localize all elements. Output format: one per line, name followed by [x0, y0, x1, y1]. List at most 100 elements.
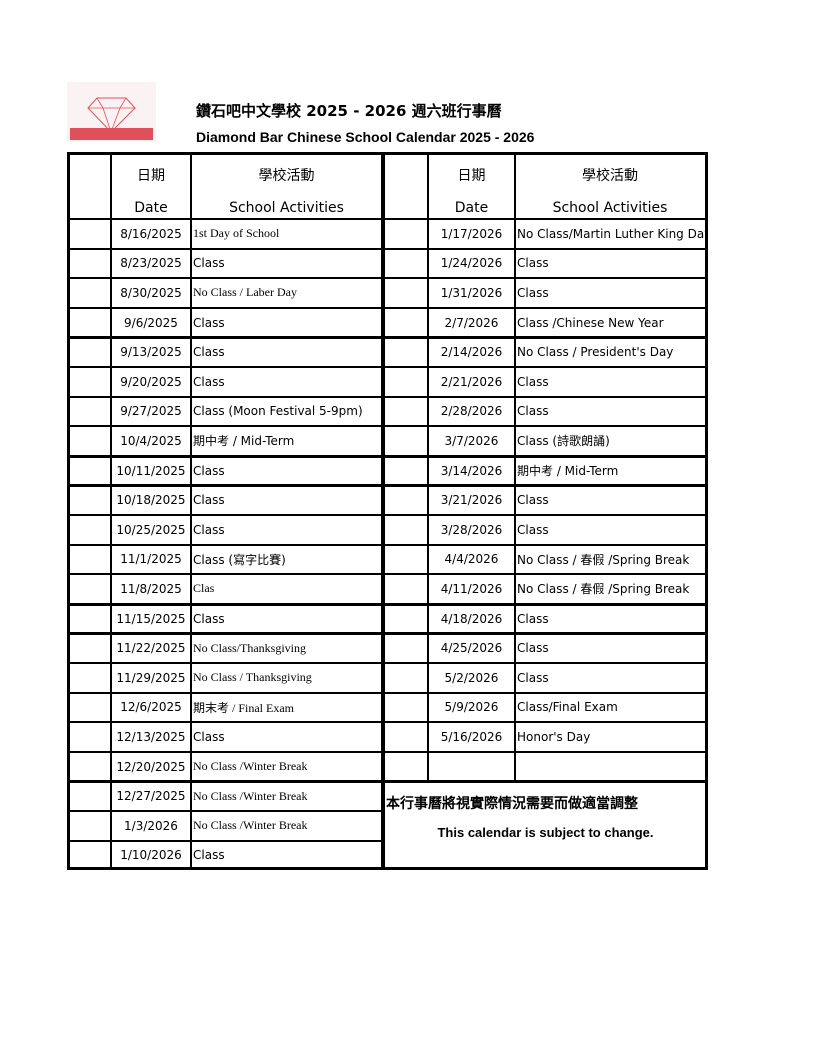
- row-activity: 期中考 / Mid-Term: [517, 464, 619, 479]
- row-date: 12/13/2025: [116, 729, 186, 744]
- row-date: 9/27/2025: [120, 404, 182, 419]
- row-activity: Clas: [193, 581, 215, 596]
- column-divider: [514, 155, 516, 782]
- row-divider: [70, 306, 382, 309]
- row-date: 1/31/2026: [440, 285, 503, 300]
- row-divider: [382, 454, 705, 458]
- row-divider: [70, 543, 382, 546]
- row-divider: [382, 691, 705, 694]
- row-date: 11/15/2025: [116, 611, 186, 626]
- row-divider: [382, 484, 705, 488]
- note-chinese: 本行事曆將視實際情況需要而做適當調整: [386, 796, 638, 812]
- row-date: 12/20/2025: [116, 759, 186, 774]
- row-date: 10/4/2025: [120, 433, 182, 448]
- row-divider: [70, 277, 382, 280]
- row-divider: [70, 632, 382, 636]
- row-date: 11/22/2025: [116, 641, 186, 656]
- row-date: 8/30/2025: [120, 285, 182, 300]
- row-date: 2/14/2026: [440, 345, 503, 360]
- row-divider: [70, 484, 382, 488]
- row-divider: [382, 277, 705, 280]
- row-activity: 期末考 / Final Exam: [193, 700, 294, 715]
- row-divider: [70, 366, 382, 368]
- row-activity: No Class / Thanksgiving: [193, 670, 312, 685]
- row-divider: [382, 514, 705, 516]
- row-divider: [70, 810, 382, 812]
- row-divider: [382, 602, 705, 606]
- header-activity-zh-right: 學校活動: [582, 168, 638, 184]
- header-date-zh: 日期: [137, 168, 165, 184]
- row-divider: [382, 662, 705, 664]
- header-date-zh-right: 日期: [457, 168, 486, 184]
- row-divider: [382, 247, 705, 250]
- row-date: 3/21/2026: [440, 493, 503, 508]
- row-activity: No Class / President's Day: [517, 345, 674, 360]
- row-activity: Class: [517, 404, 549, 419]
- row-date: 3/14/2026: [440, 463, 503, 478]
- row-date: 11/8/2025: [120, 581, 182, 596]
- row-date: 9/20/2025: [120, 374, 182, 389]
- row-divider: [70, 573, 382, 576]
- row-divider: [70, 780, 382, 784]
- row-activity: Class: [193, 493, 225, 508]
- row-activity: Class: [193, 256, 225, 271]
- row-activity: [515, 752, 705, 782]
- row-date: 12/27/2025: [116, 789, 186, 804]
- title-chinese: 鑽石吧中文學校 2025 - 2026 週六班行事曆: [196, 102, 502, 120]
- row-date: 5/2/2026: [444, 670, 499, 685]
- row-date: 5/9/2026: [444, 700, 499, 715]
- row-activity: Class (詩歌朗誦): [517, 434, 610, 449]
- row-divider: [70, 218, 382, 220]
- row-activity: Class: [193, 522, 225, 537]
- row-activity: No Class / 春假 /Spring Break: [517, 552, 690, 567]
- row-activity: Class: [517, 493, 549, 508]
- row-divider: [382, 573, 705, 576]
- row-date: 4/25/2026: [440, 641, 503, 656]
- calendar-table: 日期 Date 學校活動 School Activities 日期 Date 學…: [67, 152, 708, 870]
- row-date: 11/1/2025: [120, 552, 182, 567]
- row-date: 1/24/2026: [440, 256, 503, 271]
- header-activity-zh: 學校活動: [258, 168, 315, 184]
- row-activity: Class: [517, 670, 549, 685]
- school-logo: [67, 82, 156, 142]
- row-date: 9/6/2025: [124, 315, 178, 330]
- row-activity: Class: [193, 463, 225, 478]
- row-activity: Class: [193, 315, 225, 330]
- row-date: 3/28/2026: [440, 522, 503, 537]
- row-divider: [70, 721, 382, 724]
- column-divider: [110, 155, 112, 867]
- row-activity: Class/Final Exam: [517, 700, 618, 715]
- row-divider: [382, 425, 705, 428]
- row-date: 2/21/2026: [440, 374, 503, 389]
- row-activity: Honor's Day: [517, 729, 591, 744]
- row-activity: 期中考 / Mid-Term: [193, 434, 295, 449]
- column-divider: [190, 155, 192, 867]
- note-english: This calendar is subject to change.: [437, 825, 654, 840]
- row-date: 9/13/2025: [120, 345, 182, 360]
- row-divider: [70, 839, 382, 842]
- row-date: 10/11/2025: [116, 463, 186, 478]
- row-divider: [382, 336, 705, 340]
- row-date: 4/18/2026: [440, 611, 503, 626]
- row-date: 8/16/2025: [120, 226, 182, 241]
- row-activity: Class: [193, 345, 225, 360]
- row-activity: Class: [517, 285, 549, 300]
- row-divider: [70, 691, 382, 694]
- column-divider: [381, 155, 385, 867]
- row-activity: Class /Chinese New Year: [517, 315, 664, 330]
- row-divider: [70, 514, 382, 516]
- row-date: 1/10/2026: [120, 848, 182, 863]
- row-activity: Class: [517, 374, 549, 389]
- row-divider: [382, 780, 705, 784]
- row-divider: [70, 395, 382, 398]
- row-activity: No Class /Winter Break: [193, 759, 308, 774]
- row-divider: [70, 750, 382, 753]
- row-activity: No Class/Thanksgiving: [193, 640, 306, 655]
- column-divider: [427, 155, 429, 782]
- row-divider: [382, 721, 705, 724]
- row-activity: Class: [517, 611, 549, 626]
- title-english: Diamond Bar Chinese School Calendar 2025…: [196, 129, 535, 145]
- row-activity: Class: [193, 374, 225, 389]
- row-activity: Class: [193, 848, 225, 863]
